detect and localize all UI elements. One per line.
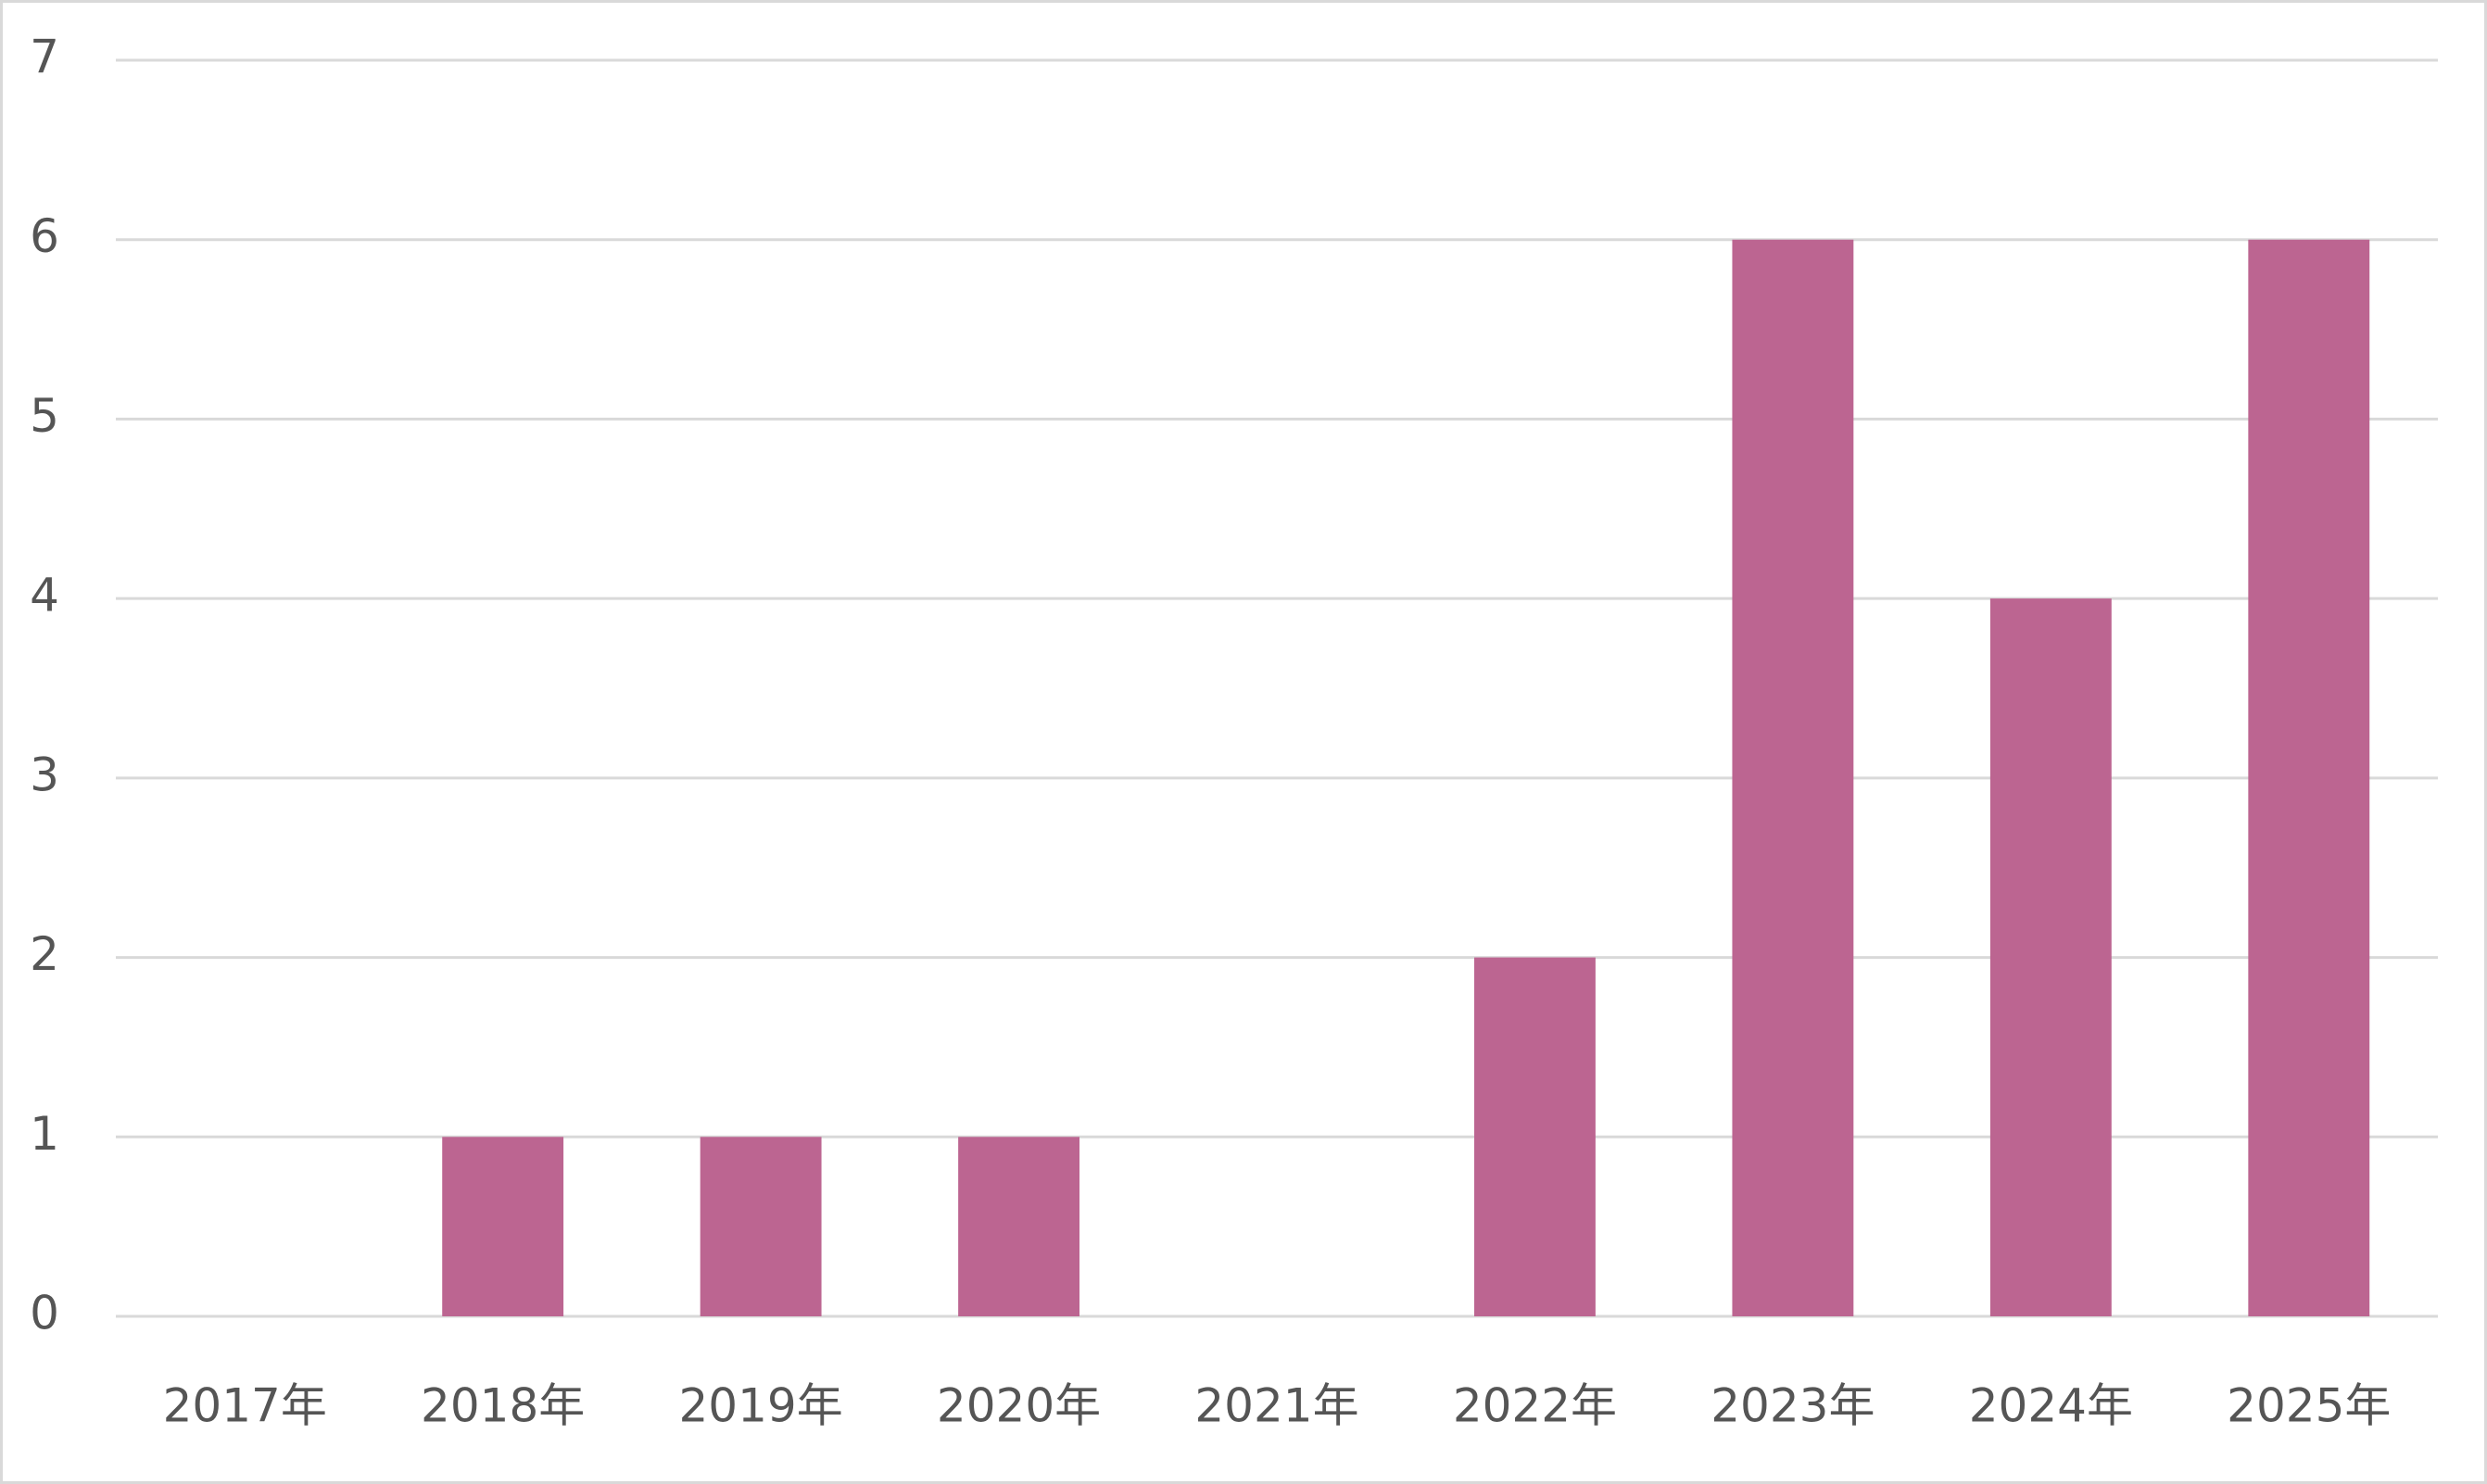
x-tick-label: 2025年 — [2227, 1379, 2391, 1433]
x-tick-label: 2020年 — [937, 1379, 1101, 1433]
y-tick-label: 1 — [30, 1107, 59, 1161]
bar — [1474, 957, 1596, 1316]
y-tick-label: 5 — [30, 389, 59, 443]
y-tick-label: 7 — [30, 31, 59, 84]
x-tick-label: 2024年 — [1969, 1379, 2133, 1433]
x-tick-label: 2022年 — [1453, 1379, 1617, 1433]
y-tick-label: 3 — [30, 748, 59, 801]
bar — [1989, 598, 2112, 1316]
x-tick-label: 2017年 — [163, 1379, 327, 1433]
y-tick-label: 0 — [30, 1287, 59, 1340]
y-tick-label: 2 — [30, 927, 59, 981]
x-tick-label: 2023年 — [1711, 1379, 1875, 1433]
bar — [2248, 239, 2370, 1316]
x-tick-label: 2018年 — [421, 1379, 585, 1433]
bar — [958, 1137, 1079, 1316]
y-tick-label: 4 — [30, 569, 59, 623]
x-tick-label: 2019年 — [678, 1379, 842, 1433]
bar — [700, 1137, 822, 1316]
x-tick-label: 2021年 — [1194, 1379, 1358, 1433]
bar — [1732, 239, 1854, 1316]
y-tick-label: 6 — [30, 209, 59, 263]
bar — [442, 1137, 564, 1316]
